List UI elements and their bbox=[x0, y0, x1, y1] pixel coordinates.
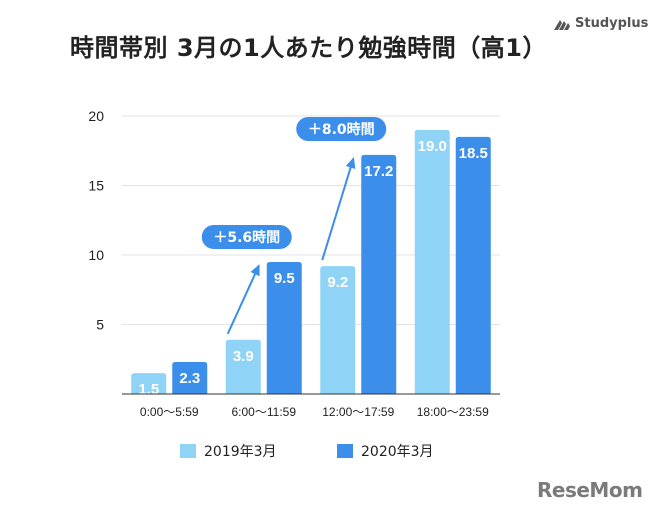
data-label: 2.3 bbox=[179, 370, 200, 387]
bars: 1.5 2.3 3.9 9.5 9.2 17.2 19.0 18.5 bbox=[131, 129, 491, 398]
data-label: 1.5 bbox=[138, 381, 159, 398]
data-label: 18.5 bbox=[459, 145, 488, 162]
bar-2020-3 bbox=[455, 136, 491, 394]
chart-title: 時間帯別 3月の1人あたり勉強時間（高1） bbox=[70, 34, 547, 62]
bar-2020-2 bbox=[361, 154, 397, 394]
arrows bbox=[226, 157, 356, 335]
callout-pill bbox=[296, 117, 387, 141]
x-tick-label: 12:00～17:59 bbox=[322, 405, 394, 419]
increase-arrow-head-icon bbox=[345, 157, 356, 169]
callout-label: ＋8.0時間 bbox=[308, 121, 375, 138]
bar-2019-0 bbox=[131, 373, 167, 394]
y-tick-label: 5 bbox=[96, 317, 104, 333]
callout-label: ＋5.6時間 bbox=[213, 229, 280, 246]
legend-swatch-2019 bbox=[180, 444, 196, 458]
data-label: 17.2 bbox=[364, 163, 393, 180]
bar-2020-1 bbox=[266, 261, 302, 394]
data-label: 9.2 bbox=[327, 274, 348, 291]
bar-2019-1 bbox=[225, 339, 261, 394]
x-tick-label: 6:00～11:59 bbox=[232, 405, 297, 419]
callouts: ＋5.6時間 ＋8.0時間 bbox=[201, 117, 387, 249]
studyplus-logo: Studyplus bbox=[552, 14, 648, 32]
legend-item-2020: 2020年3月 bbox=[337, 441, 434, 461]
legend-label-2020: 2020年3月 bbox=[361, 444, 434, 460]
y-tick-label: 10 bbox=[88, 247, 104, 263]
data-label: 3.9 bbox=[233, 348, 254, 365]
callout-pill bbox=[201, 225, 292, 249]
resemom-watermark: ReseMom bbox=[537, 478, 643, 502]
bar-2020-0 bbox=[172, 362, 208, 394]
y-tick-labels: 5 10 15 20 bbox=[88, 108, 104, 333]
brand-name: Studyplus bbox=[575, 15, 648, 31]
data-label: 9.5 bbox=[274, 270, 295, 287]
legend-swatch-2020 bbox=[337, 444, 353, 458]
data-label: 19.0 bbox=[418, 138, 447, 155]
legend-label-2019: 2019年3月 bbox=[204, 444, 277, 460]
bar-2019-3 bbox=[414, 129, 450, 394]
increase-arrow-head-icon bbox=[250, 264, 260, 277]
y-tick-label: 20 bbox=[88, 108, 104, 124]
x-tick-labels: 0:00～5:59 6:00～11:59 12:00～17:59 18:00～23:5… bbox=[140, 405, 489, 419]
bar-2019-2 bbox=[320, 266, 356, 394]
y-tick-label: 15 bbox=[88, 178, 104, 194]
increase-arrow-line bbox=[226, 265, 260, 335]
x-tick-label: 18:00～23:59 bbox=[417, 405, 489, 419]
increase-arrow-line bbox=[321, 158, 355, 261]
x-tick-label: 0:00～5:59 bbox=[140, 405, 199, 419]
studyplus-mark-icon bbox=[554, 20, 570, 30]
legend-item-2019: 2019年3月 bbox=[180, 441, 277, 461]
